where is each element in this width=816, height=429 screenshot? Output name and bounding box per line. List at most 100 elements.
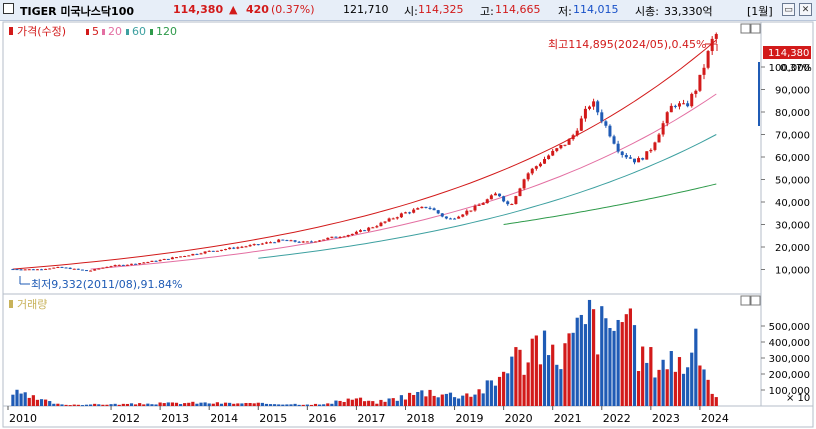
volume-bar — [183, 403, 187, 406]
candle-body — [371, 227, 375, 229]
volume-bar — [223, 402, 228, 406]
volume-bar — [367, 400, 371, 406]
candle-body — [710, 38, 714, 52]
volume-bar — [309, 404, 314, 406]
volume-bar — [526, 362, 530, 406]
period-selector[interactable]: [1월] — [747, 5, 773, 18]
volume-bar — [105, 404, 109, 406]
time-tick-label: 2017 — [357, 412, 385, 425]
volume-bar — [11, 394, 15, 406]
volume-bar — [596, 354, 600, 406]
candle-body — [530, 168, 534, 174]
volume-bar — [497, 376, 502, 406]
volume-bar — [612, 330, 616, 406]
volume-bar — [207, 403, 211, 406]
volume-bar — [465, 393, 469, 406]
volume-bar — [551, 344, 555, 406]
legend-ma20: 20 — [108, 25, 122, 38]
volume-bar — [452, 397, 457, 406]
volume-bar — [358, 397, 363, 406]
volume-bar — [555, 364, 559, 406]
volume-bar — [80, 405, 85, 407]
vol-panel-restore-icon[interactable] — [740, 295, 751, 306]
candle-body — [219, 249, 223, 251]
volume-bar — [567, 333, 571, 406]
candle-body — [273, 242, 277, 244]
candle-body — [146, 261, 150, 263]
volume-bar — [657, 369, 661, 406]
legend-ma20-marker — [102, 29, 105, 35]
candle-body — [256, 244, 260, 246]
candle-body — [240, 246, 244, 248]
candle-body — [583, 108, 587, 119]
candle-body — [428, 207, 432, 209]
candle-body — [677, 103, 681, 107]
high-annotation: 최고114,895(2024/05),0.45% — [548, 38, 706, 51]
current-pct-label: 0.37% — [780, 63, 812, 74]
candle-body — [121, 264, 125, 266]
vol-panel-close-icon[interactable] — [750, 295, 761, 306]
price-tick-label: 10,000 — [775, 266, 810, 277]
candle-body — [215, 250, 219, 252]
volume-bar — [334, 400, 338, 406]
restore-icon[interactable]: ▭ — [782, 3, 795, 16]
candle-body — [518, 188, 522, 197]
volume-bar — [52, 403, 56, 406]
volume-bar — [448, 392, 453, 406]
close-icon[interactable]: ✕ — [799, 3, 812, 16]
candle-body — [686, 103, 690, 107]
volume-unit-label: × 10 — [786, 393, 810, 404]
candle-body — [412, 209, 416, 213]
time-tick-label: 2015 — [259, 412, 287, 425]
time-tick-label: 2024 — [701, 412, 729, 425]
candle-body — [485, 199, 489, 204]
candle-body — [579, 118, 583, 131]
volume-bar — [260, 402, 264, 406]
volume-bar — [444, 393, 448, 406]
y-axis-area — [760, 21, 814, 407]
volume-bar — [150, 404, 154, 406]
volume-bar — [669, 351, 673, 406]
volume-bar — [587, 299, 592, 406]
scroll-indicator[interactable] — [758, 62, 760, 126]
volume-bar — [661, 359, 665, 406]
candle-body — [224, 249, 228, 251]
candle-body — [547, 155, 551, 160]
candle-body — [395, 217, 399, 219]
volume-bar — [93, 403, 97, 406]
volume-bar — [424, 396, 428, 406]
candle-body — [551, 150, 555, 156]
volume-bar — [591, 309, 596, 406]
time-tick-label: 2020 — [505, 412, 533, 425]
ma-line-120 — [503, 183, 717, 225]
volume-bar — [326, 403, 330, 406]
legend-ma5: 5 — [92, 25, 99, 38]
price-panel — [2, 21, 762, 295]
candle-body — [694, 90, 698, 94]
panel-close-icon[interactable] — [750, 23, 761, 34]
select-checkbox[interactable] — [3, 3, 14, 14]
volume-bar — [518, 349, 522, 406]
candle-body — [187, 255, 191, 257]
candle-body — [616, 143, 620, 152]
panel-restore-icon[interactable] — [740, 23, 751, 34]
candle-body — [170, 257, 174, 260]
volume-bar — [109, 404, 113, 406]
volume-bar — [502, 371, 506, 406]
volume-bar — [101, 404, 105, 406]
volume-bar — [412, 394, 416, 406]
candle-body — [457, 216, 461, 219]
candle-body — [367, 227, 371, 231]
volume-bar — [211, 403, 215, 406]
candle-body — [632, 158, 636, 163]
candle-body — [436, 210, 440, 214]
candle-body — [526, 173, 530, 180]
volume-bar — [244, 402, 248, 406]
volume-bar — [694, 328, 698, 406]
candle-body — [142, 262, 146, 264]
volume-bar — [162, 403, 166, 406]
candle-body — [80, 269, 84, 271]
legend-ma5-marker — [86, 29, 89, 35]
candle-body — [93, 269, 97, 271]
